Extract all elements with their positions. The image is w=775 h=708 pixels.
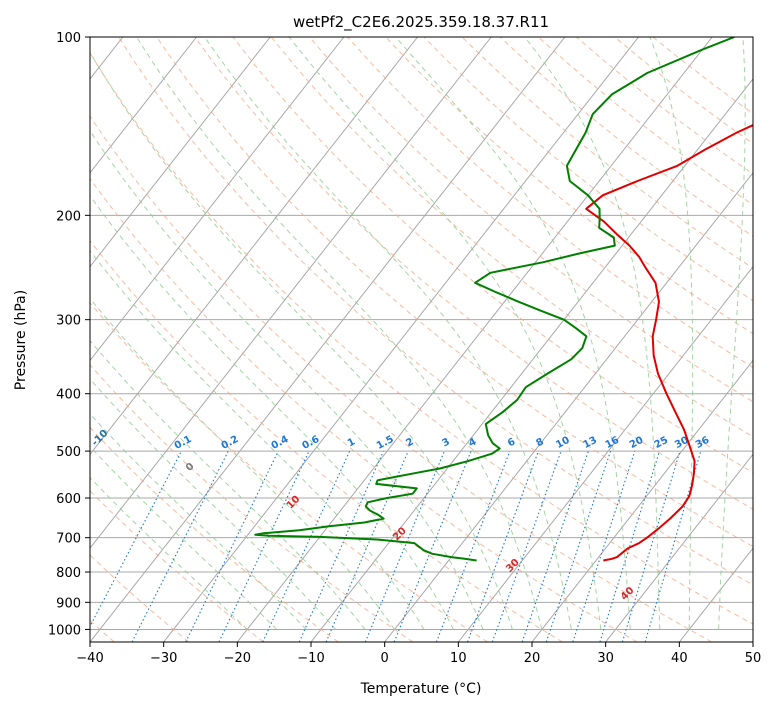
x-tick-label: 20 xyxy=(524,651,541,666)
y-axis-label: Pressure (hPa) xyxy=(13,290,29,390)
dry-adiabat-line xyxy=(270,37,753,438)
mixing-ratio-line xyxy=(262,450,351,642)
mixing-ratio-label: 6 xyxy=(506,436,517,449)
x-tick-label: −30 xyxy=(150,651,177,666)
x-axis-label: Temperature (°C) xyxy=(360,681,482,697)
dry-adiabat-line xyxy=(90,426,339,642)
axes: −40 −30 −20 −10 0 10 20 30 40 50 100 200 300 400 500 60… xyxy=(48,31,761,666)
y-tick-label: 400 xyxy=(56,388,81,403)
mixing-ratio-label: 1 xyxy=(346,436,357,449)
isotherm-line xyxy=(236,37,713,642)
x-tick-label: 50 xyxy=(745,651,762,666)
isotherm-line xyxy=(90,37,197,174)
mixing-ratio-line xyxy=(545,450,612,642)
dewpoint-profile-line xyxy=(254,37,735,562)
mixing-ratio-line xyxy=(599,450,661,642)
mixing-ratio-label: 2 xyxy=(404,436,415,449)
dry-adiabat-line xyxy=(347,37,753,368)
y-tick-label: 900 xyxy=(56,596,81,611)
mixing-ratio-label: 8 xyxy=(535,436,546,449)
y-tick-label: 200 xyxy=(56,209,81,224)
isotherm-line xyxy=(531,359,753,642)
dry-adiabat-line xyxy=(90,490,264,642)
mixing-ratio-label: 4 xyxy=(467,436,478,449)
y-tick-label: 600 xyxy=(56,492,81,507)
dry-adiabat-line xyxy=(232,37,753,474)
mixing-ratio-line xyxy=(621,450,681,642)
temperature-profile-line xyxy=(585,124,753,562)
dry-adiabat-line xyxy=(90,554,190,642)
isotherm-line xyxy=(605,453,753,642)
isotherm-line xyxy=(90,37,271,268)
x-tick-label: 0 xyxy=(381,651,389,666)
x-tick-label: −10 xyxy=(297,651,324,666)
x-tick-label: −40 xyxy=(76,651,103,666)
mixing-ratio-line xyxy=(521,450,589,642)
mixing-ratio-line xyxy=(364,450,445,642)
isotherm-line xyxy=(457,265,753,642)
moist-adiabat-line xyxy=(90,130,484,630)
mixing-ratio-line xyxy=(572,450,636,642)
mixing-ratio-label: 3 xyxy=(441,436,452,449)
moist-adiabat-line xyxy=(395,37,631,630)
dry-adiabat-line xyxy=(194,37,753,510)
plot-frame xyxy=(89,36,754,643)
x-tick-label: 30 xyxy=(597,651,614,666)
moist-adiabat-line xyxy=(288,37,602,630)
chart-title: wetPf2_C2E6.2025.359.18.37.R11 xyxy=(293,13,549,32)
isotherm-line xyxy=(90,37,492,549)
moist-adiabat-line xyxy=(90,378,336,630)
dry-adiabat-line xyxy=(90,239,563,642)
moist-adiabat-line xyxy=(718,37,746,630)
isotherm-line xyxy=(90,37,566,642)
y-tick-label: 500 xyxy=(56,445,81,460)
moist-adiabat-line xyxy=(90,51,513,630)
moist-adiabat-line xyxy=(649,37,694,630)
moist-adiabat-line xyxy=(90,249,425,630)
dry-adiabat-line xyxy=(90,364,414,642)
x-tick-label: 40 xyxy=(671,651,688,666)
mixing-ratio-line xyxy=(298,450,384,642)
y-tick-label: 300 xyxy=(56,314,81,329)
profile-lines xyxy=(254,37,753,562)
dry-adiabat-line xyxy=(90,301,488,642)
y-tick-label: 100 xyxy=(56,31,81,46)
moist-adiabat-line xyxy=(90,194,454,630)
mixing-ratio-line xyxy=(185,450,279,642)
moist-adiabat-line xyxy=(90,413,307,630)
dry-adiabat-line xyxy=(118,37,753,586)
y-tick-label: 1000 xyxy=(48,623,81,638)
y-tick-label: 800 xyxy=(56,566,81,581)
moist-adiabat-line xyxy=(204,37,572,630)
isotherm-line xyxy=(90,37,345,362)
dry-adiabat-line xyxy=(90,115,712,642)
mixing-ratio-line xyxy=(644,450,702,642)
mixing-ratio-line xyxy=(325,450,409,642)
moist-adiabat-line xyxy=(90,339,366,630)
x-tick-label: −20 xyxy=(224,651,251,666)
x-tick-label: 10 xyxy=(450,651,467,666)
y-tick-label: 700 xyxy=(56,532,81,547)
isotherm-line xyxy=(384,171,753,642)
moist-adiabat-line xyxy=(524,37,661,630)
isotherm-line xyxy=(163,37,639,642)
mixing-ratio-line xyxy=(491,450,562,642)
dry-adiabat-line xyxy=(423,37,753,302)
moist-adiabat-line xyxy=(136,37,543,630)
dry-adiabat-line xyxy=(156,37,753,548)
isotherm-line xyxy=(90,37,418,456)
